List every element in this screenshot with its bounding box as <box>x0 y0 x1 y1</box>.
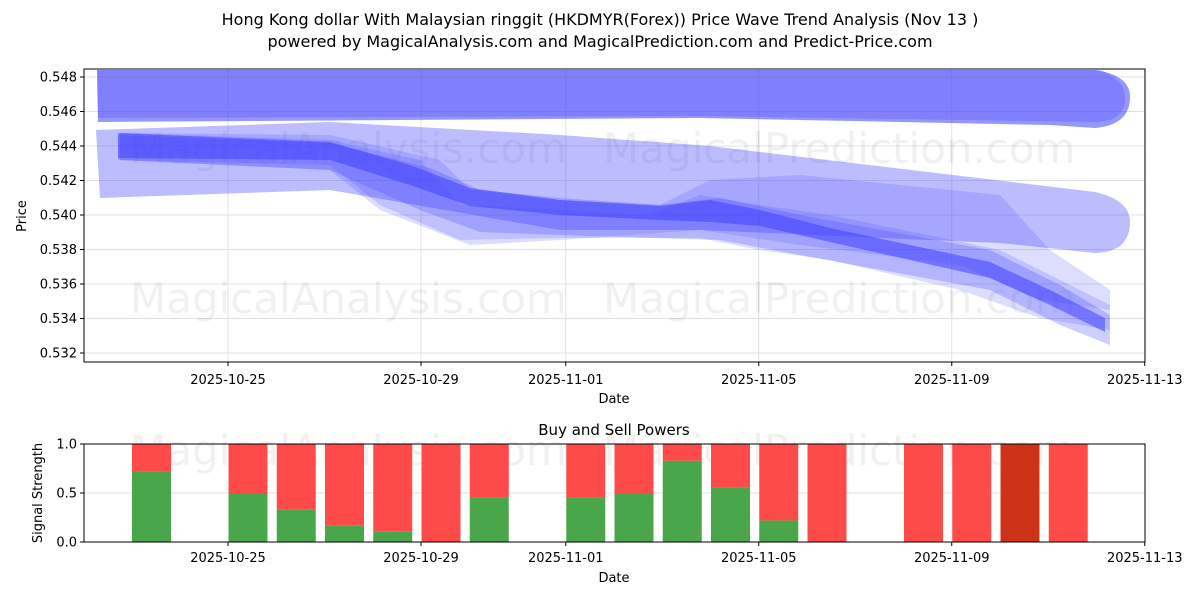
sell-bar <box>1048 444 1088 542</box>
x-tick-label: 2025-11-05 <box>721 373 797 388</box>
price-wave-chart: 0.548 0.546 0.544 0.542 0.540 0.538 0.536 0.534… <box>15 68 1183 407</box>
watermark: MagicalPrediction.com <box>603 124 1076 173</box>
buy-bar <box>759 520 799 542</box>
sell-bar <box>807 444 847 542</box>
x-tick-label: 2025-11-01 <box>528 373 604 388</box>
sell-bar <box>1000 444 1040 542</box>
sell-bar <box>711 444 750 488</box>
y-tick-label: 0.544 <box>40 140 77 155</box>
sell-bar <box>566 444 606 498</box>
buy-bar <box>614 493 654 542</box>
sell-bar <box>373 444 413 532</box>
x-tick-label: 2025-11-13 <box>1107 373 1183 388</box>
x-tick-label: 2025-10-25 <box>190 373 266 388</box>
main-axes-frame <box>83 68 1146 363</box>
watermark: MagicalAnalysis.com <box>130 274 567 323</box>
wave-layer <box>120 133 1110 310</box>
sell-bar <box>469 444 509 498</box>
wave-layer <box>120 133 1110 330</box>
sell-bar <box>614 444 654 493</box>
sell-bar <box>132 444 171 472</box>
y-axis-label: Price <box>15 200 30 232</box>
buy-bar <box>469 497 509 542</box>
buy-bar <box>566 497 606 542</box>
sell-bar <box>952 444 992 542</box>
y-tick-label: 0.540 <box>40 209 77 224</box>
buy-bar <box>373 531 413 542</box>
buy-bar <box>325 525 364 542</box>
y-tick-label: 1.0 <box>56 438 77 453</box>
sell-bar <box>276 444 316 510</box>
wave-band-upper <box>97 70 1130 128</box>
x-axis-label: Date <box>598 571 629 586</box>
subchart-title: Buy and Sell Powers <box>538 421 690 439</box>
buy-bar <box>711 487 750 542</box>
y-tick-label: 0.546 <box>40 105 77 120</box>
sub-axes-frame <box>83 443 1146 543</box>
y-tick-label: 0.534 <box>40 312 77 327</box>
y-axis-label: Signal Strength <box>31 443 46 543</box>
wave-core <box>118 133 1105 332</box>
x-tick-label: 2025-10-25 <box>190 551 266 566</box>
buy-sell-power-chart: Buy and Sell PowersMagicalAnalysis.comMa… <box>31 421 1183 586</box>
sell-bar <box>662 444 702 461</box>
x-tick-label: 2025-10-29 <box>383 551 459 566</box>
chart-title: Hong Kong dollar With Malaysian ringgit … <box>221 10 979 29</box>
buy-bar <box>276 509 316 542</box>
buy-bar <box>228 493 268 542</box>
sell-bar <box>228 444 268 493</box>
chart-subtitle: powered by MagicalAnalysis.com and Magic… <box>267 32 933 51</box>
x-tick-label: 2025-11-05 <box>721 551 797 566</box>
y-tick-label: 0.5 <box>56 487 77 502</box>
sell-bar <box>421 444 461 542</box>
buy-bar <box>662 460 702 542</box>
x-tick-label: 2025-11-09 <box>914 373 990 388</box>
buy-bar <box>132 471 171 542</box>
x-tick-label: 2025-11-01 <box>528 551 604 566</box>
sell-bar <box>325 444 364 526</box>
y-tick-label: 0.548 <box>40 71 77 86</box>
watermark: MagicalPrediction.com <box>603 274 1076 323</box>
y-tick-label: 0.532 <box>40 347 77 362</box>
x-tick-label: 2025-10-29 <box>383 373 459 388</box>
sell-bar <box>904 444 943 542</box>
y-tick-label: 0.542 <box>40 174 77 189</box>
x-tick-label: 2025-11-09 <box>914 551 990 566</box>
x-axis-label: Date <box>598 392 629 407</box>
y-tick-label: 0.0 <box>56 536 77 551</box>
sell-bar <box>759 444 799 521</box>
y-tick-label: 0.538 <box>40 243 77 258</box>
x-tick-label: 2025-11-13 <box>1107 551 1183 566</box>
y-tick-label: 0.536 <box>40 278 77 293</box>
